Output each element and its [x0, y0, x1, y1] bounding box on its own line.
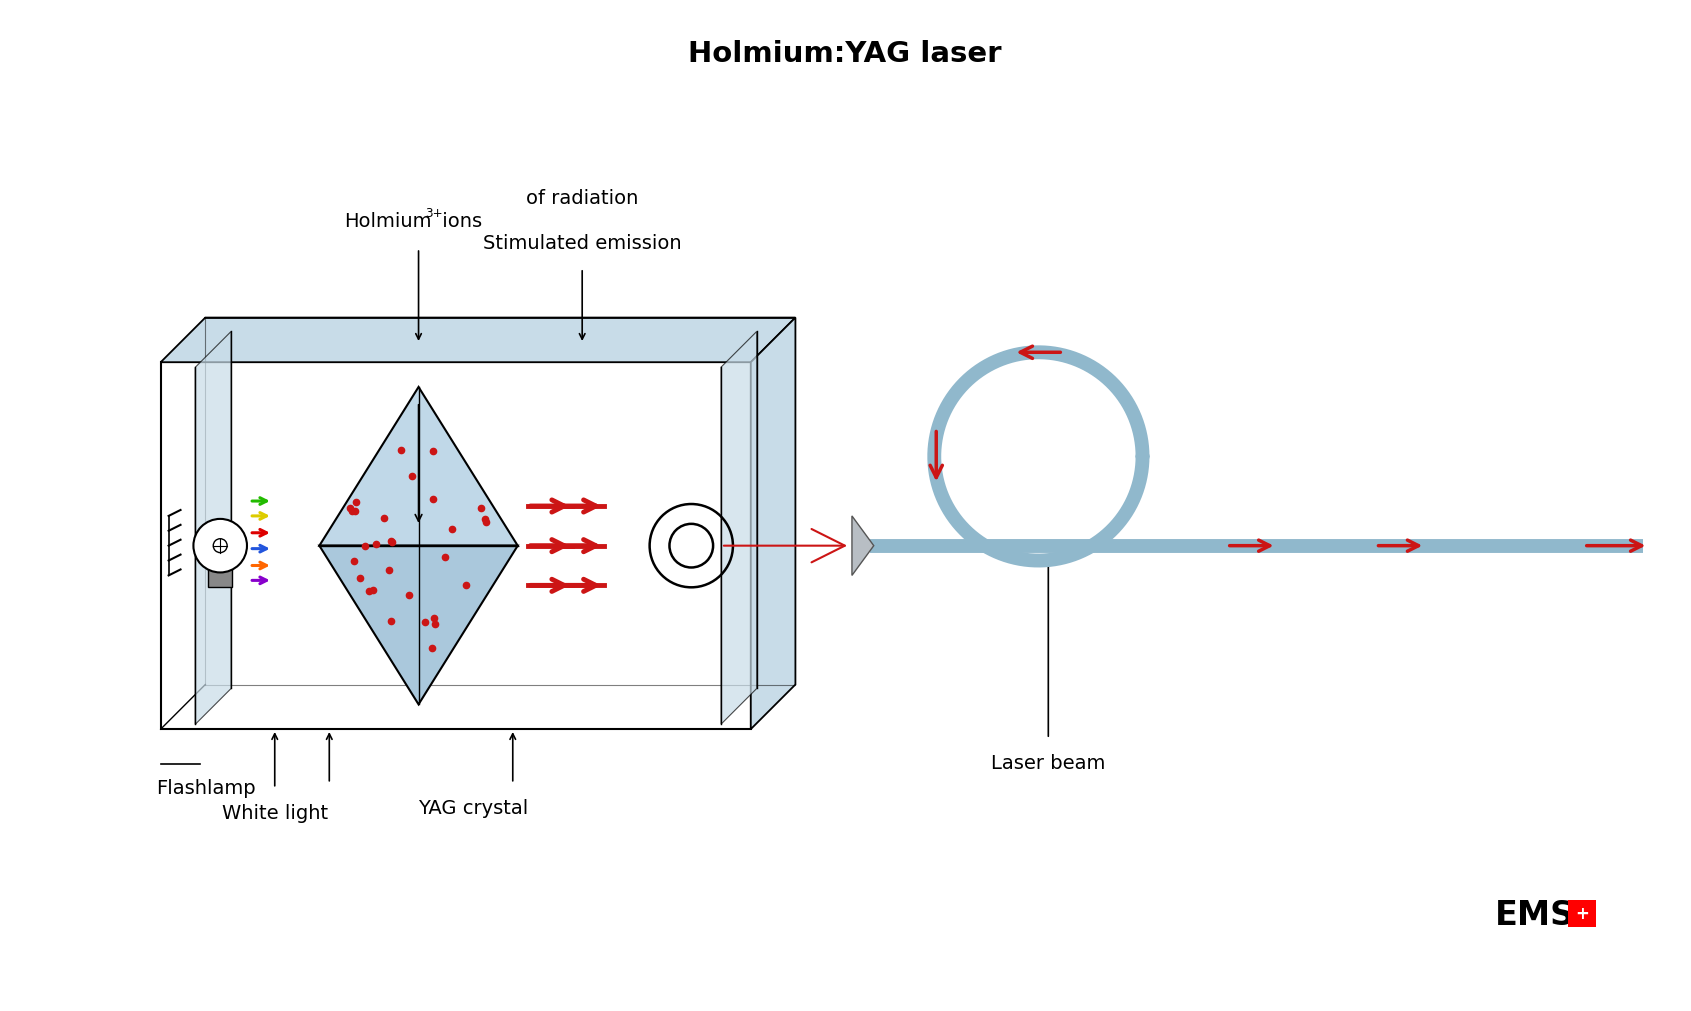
Polygon shape — [320, 387, 517, 546]
Text: YAG crystal: YAG crystal — [418, 799, 528, 818]
Polygon shape — [720, 332, 758, 724]
Polygon shape — [320, 546, 517, 705]
Text: of radiation: of radiation — [526, 189, 639, 208]
Polygon shape — [161, 362, 751, 729]
Text: Flashlamp: Flashlamp — [156, 778, 255, 798]
Text: 3+: 3+ — [426, 207, 443, 220]
Polygon shape — [196, 332, 232, 724]
FancyBboxPatch shape — [1568, 900, 1596, 927]
Polygon shape — [161, 317, 795, 362]
Text: +: + — [1574, 905, 1590, 923]
Text: Laser beam: Laser beam — [991, 754, 1106, 773]
Text: ions: ions — [436, 212, 482, 232]
Polygon shape — [208, 569, 232, 587]
Text: Holmium: Holmium — [345, 212, 431, 232]
Text: White light: White light — [222, 804, 328, 823]
Text: EMS: EMS — [1495, 900, 1574, 932]
Polygon shape — [751, 317, 795, 729]
Circle shape — [193, 519, 247, 572]
Polygon shape — [852, 516, 874, 575]
Text: Holmium:YAG laser: Holmium:YAG laser — [688, 39, 1001, 68]
Text: Stimulated emission: Stimulated emission — [484, 235, 681, 253]
